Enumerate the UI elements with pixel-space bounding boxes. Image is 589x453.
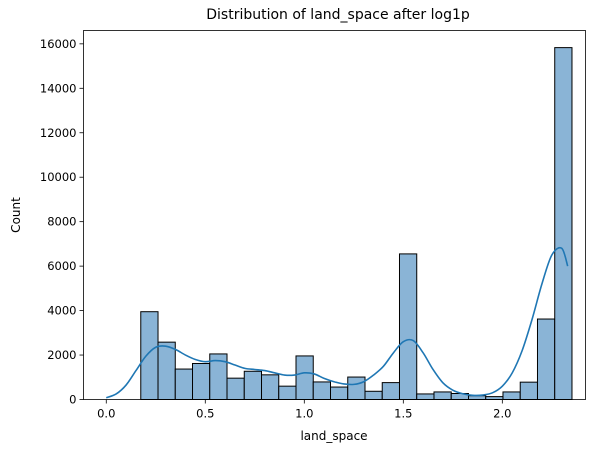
- histogram-bar: [485, 396, 504, 400]
- histogram-bar: [312, 381, 331, 401]
- histogram-bar: [536, 318, 556, 400]
- x-tick-label: 1.0: [295, 407, 313, 421]
- histogram-bar: [243, 370, 263, 400]
- x-tick-label: 2.0: [493, 407, 511, 421]
- histogram-bars: [140, 47, 573, 401]
- x-tick-label: 1.5: [394, 407, 412, 421]
- y-tick-label: 16000: [40, 37, 77, 51]
- y-tick-label: 10000: [40, 170, 77, 184]
- histogram-bar: [347, 376, 366, 400]
- y-axis-label: Count: [9, 197, 23, 233]
- y-tick-label: 8000: [47, 215, 76, 229]
- histogram-bar: [364, 390, 383, 400]
- y-axis: 0 2000 4000 6000 8000 10000 12000 14000 16000: [40, 37, 84, 407]
- histogram-bar: [157, 341, 176, 400]
- x-axis-label: land_space: [300, 429, 367, 443]
- histogram-bar: [519, 381, 538, 401]
- histogram-bar: [140, 311, 159, 401]
- histogram-bar: [330, 386, 349, 400]
- histogram-bar: [467, 395, 487, 401]
- plot-frame: [83, 30, 586, 400]
- histogram-bar: [174, 368, 194, 400]
- y-tick-label: 4000: [47, 304, 76, 318]
- y-tick-label: 0: [69, 393, 76, 407]
- histogram-bar: [502, 391, 521, 401]
- chart-title: Distribution of land_space after log1p: [206, 7, 470, 23]
- x-tick-label: 0.5: [196, 407, 214, 421]
- histogram-bar: [381, 382, 400, 400]
- histogram-bar: [278, 385, 297, 401]
- y-tick-label: 6000: [47, 259, 76, 273]
- kde-curve: [105, 246, 569, 399]
- histogram-bar: [295, 355, 314, 400]
- histogram-bar: [192, 362, 211, 400]
- histogram-bar: [261, 374, 280, 400]
- histogram-bar: [433, 391, 452, 401]
- histogram-bar: [226, 377, 245, 401]
- y-tick-label: 12000: [40, 126, 77, 140]
- y-tick-label: 2000: [47, 348, 76, 362]
- histogram-bar: [398, 253, 418, 400]
- x-axis: 0.0 0.5 1.0 1.5 2.0: [97, 399, 511, 421]
- histogram-bar: [554, 47, 573, 401]
- histogram-bar: [416, 393, 435, 401]
- y-tick-label: 14000: [40, 81, 77, 95]
- x-tick-label: 0.0: [97, 407, 115, 421]
